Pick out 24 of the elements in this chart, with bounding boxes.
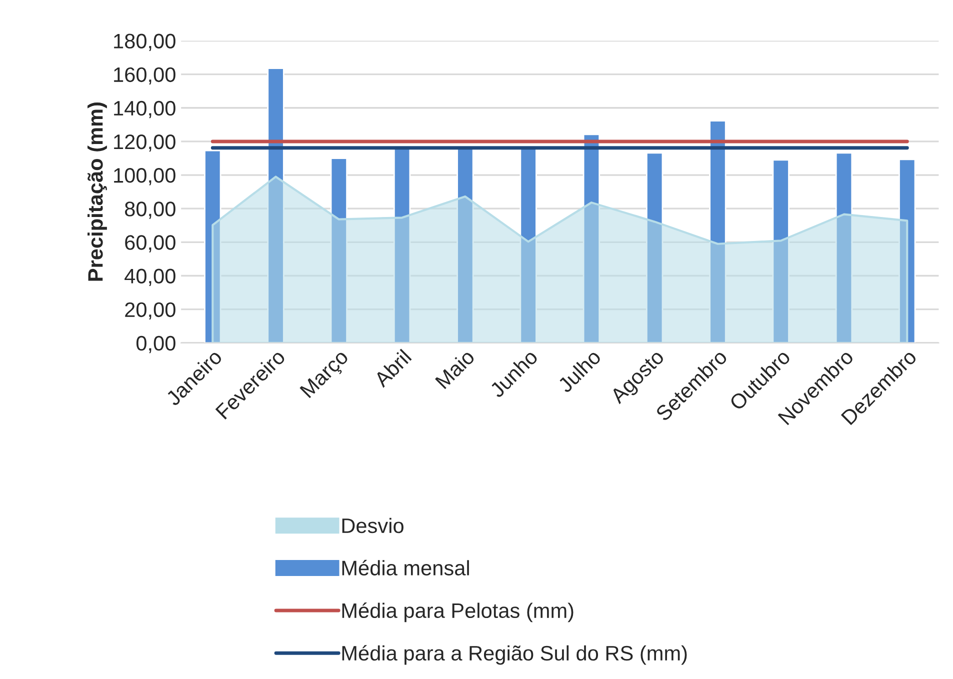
bar — [709, 120, 726, 343]
bar — [582, 134, 600, 343]
y-tick-label: 120,00 — [114, 134, 176, 152]
y-tick-label: 100,00 — [114, 168, 176, 186]
y-tick-label: 60,00 — [125, 235, 176, 252]
y-tick-label: 40,00 — [124, 268, 176, 286]
bar — [330, 158, 348, 343]
y-tick-label: 80,00 — [124, 202, 176, 219]
bar — [772, 159, 790, 343]
y-axis-title: Precipitação (mm) — [88, 102, 107, 281]
legend-label: Desvio — [342, 518, 404, 534]
y-tick-label: 140,00 — [114, 100, 176, 118]
bar — [898, 158, 916, 343]
bar — [204, 150, 222, 343]
legend-label: Média para a Região Sul do RS (mm) — [342, 645, 687, 665]
bar — [267, 68, 284, 343]
y-tick-label: 180,00 — [114, 34, 176, 51]
legend-label: Média para Pelotas (mm) — [342, 602, 574, 622]
y-tick-label: 20,00 — [125, 302, 176, 320]
bar — [646, 152, 664, 343]
y-tick-label: 0,00 — [136, 336, 176, 354]
y-tick-label: 160,00 — [114, 67, 176, 85]
bar — [835, 152, 853, 343]
legend-label: Média mensal — [342, 560, 469, 576]
